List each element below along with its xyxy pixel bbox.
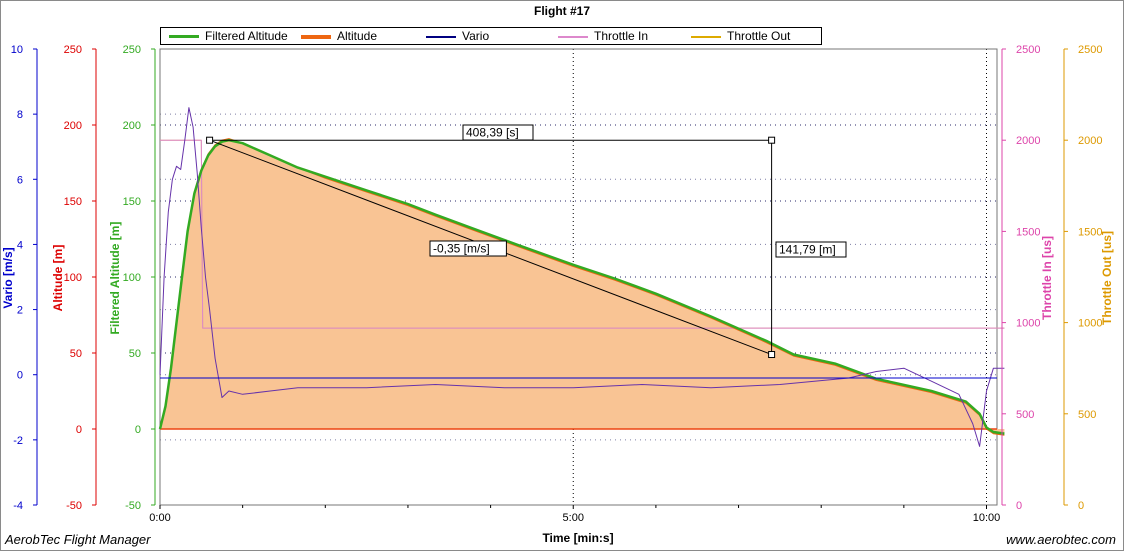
axis-tick-label-altitude: 0 [76,424,82,436]
altitude-area-fill [160,138,1005,436]
legend-label: Throttle In [594,29,649,43]
website-link[interactable]: www.aerobtec.com [1006,532,1116,547]
axis-tick-label-throttle_in: 500 [1016,409,1034,421]
legend-label: Altitude [337,29,378,43]
annotation-duration-box [462,124,534,141]
axis-title-filtered_altitude: Filtered Altitude [m] [108,222,122,335]
annotation-slope: -0,35 [m/s] [429,240,507,257]
axis-tick-label-filtered_altitude: 50 [129,348,141,360]
annotation-slope-box [429,240,507,257]
axis-tick-label-altitude: 200 [64,120,82,132]
app-name: AerobTec Flight Manager [5,532,151,547]
x-axis: 0:00 5:00 10:00 [149,505,1000,524]
axis-tick-label-altitude: 50 [70,348,82,360]
axis-tick-label-throttle_in: 2500 [1016,44,1040,56]
legend-label: Vario [462,29,490,43]
axis-tick-label-throttle_in: 2000 [1016,135,1040,147]
measurement-annotations: 408,39 [s] 141,79 [m] -0,35 [m/s] [206,124,847,359]
series-line-vario [159,107,1005,447]
axis-tick-label-vario: 8 [17,109,23,121]
axis-tick-label-throttle_out: 2500 [1078,44,1102,56]
axis-title-vario: Vario [m/s] [1,247,15,308]
axis-tick-label-throttle_out: 500 [1078,409,1096,421]
measure-handle [768,136,776,144]
annotation-duration: 408,39 [s] [462,124,534,141]
axis-tick-label-throttle_in: 1000 [1016,318,1040,330]
axis-tick-label-filtered_altitude: -50 [125,500,141,512]
axis-tick-label-throttle_out: 2000 [1078,135,1102,147]
axis-tick-label-altitude: -50 [66,500,82,512]
x-axis-tick-label: 0:00 [149,512,170,524]
annotation-height-text: 141,79 [m] [779,243,836,257]
axis-tick-label-vario: -2 [13,435,23,447]
x-axis-tick-label: 10:00 [973,512,1001,524]
axis-title-altitude: Altitude [m] [51,245,65,312]
axis-tick-label-throttle_out: 1500 [1078,226,1102,238]
annotation-height-box [775,241,847,258]
measure-handle [768,351,776,359]
measure-handle [206,136,214,144]
legend-label: Throttle Out [727,29,791,43]
axis-tick-label-filtered_altitude: 100 [123,272,141,284]
axis-tick-label-filtered_altitude: 0 [135,424,141,436]
legend-label: Filtered Altitude [205,29,288,43]
axis-tick-label-filtered_altitude: 150 [123,196,141,208]
legend-item-vario: Vario [426,28,489,44]
series-line-filtered-altitude [158,138,1005,435]
legend-item-filtered-altitude: Filtered Altitude [169,28,288,44]
x-axis-title: Time [min:s] [542,531,614,545]
axis-tick-label-vario: 4 [17,239,23,251]
axis-tick-label-filtered_altitude: 200 [123,120,141,132]
series-lines [158,107,1005,447]
legend-item-throttle-out: Throttle Out [691,28,790,44]
axis-tick-label-throttle_out: 0 [1078,500,1084,512]
annotation-height: 141,79 [m] [775,241,847,258]
legend-item-throttle-in: Throttle In [558,28,648,44]
chart-title: Flight #17 [533,4,590,18]
axis-tick-label-vario: 2 [17,305,23,317]
legend-item-altitude: Altitude [301,28,377,44]
axis-title-throttle_in: Throttle In [us] [1040,236,1054,320]
axis-tick-label-altitude: 150 [64,196,82,208]
axis-tick-label-altitude: 100 [64,272,82,284]
altitude-area [160,138,1005,436]
axis-tick-label-vario: 10 [11,44,23,56]
axis-tick-label-throttle_out: 1000 [1078,318,1102,330]
axis-tick-label-vario: 0 [17,370,23,382]
annotation-duration-text: 408,39 [s] [466,126,519,140]
axis-tick-label-vario: 6 [17,174,23,186]
plot-frame [159,48,998,506]
annotation-slope-text: -0,35 [m/s] [433,242,490,256]
axis-tick-label-vario: -4 [13,500,23,512]
axis-tick-label-throttle_in: 1500 [1016,226,1040,238]
x-axis-tick-label: 5:00 [563,512,584,524]
legend: Filtered Altitude Altitude Vario Throttl… [160,27,822,45]
plot-border [159,48,998,506]
axis-title-throttle_out: Throttle Out [us] [1100,231,1114,325]
axis-tick-label-filtered_altitude: 250 [123,44,141,56]
axis-tick-label-altitude: 250 [64,44,82,56]
axis-tick-label-throttle_in: 0 [1016,500,1022,512]
